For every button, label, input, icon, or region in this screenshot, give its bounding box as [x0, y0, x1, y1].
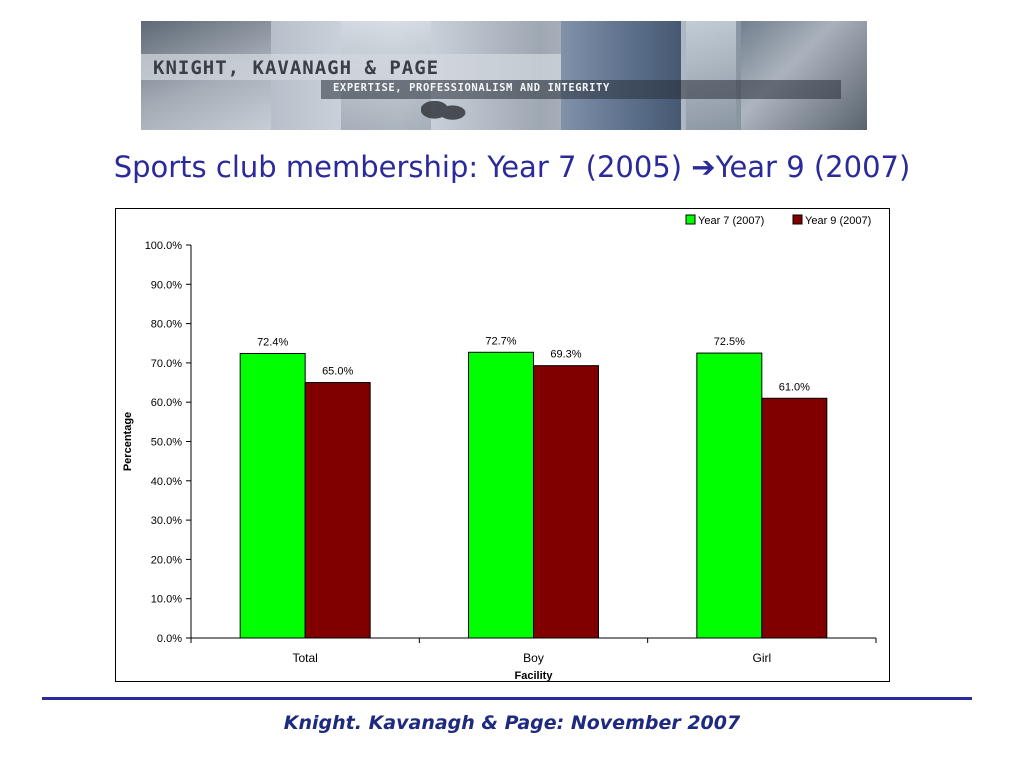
y-tick-label: 30.0% — [151, 515, 182, 527]
bar-year9-boy — [533, 365, 599, 639]
y-tick-label: 100.0% — [145, 240, 183, 252]
x-tick-label: Boy — [523, 651, 544, 665]
footer-divider — [42, 697, 972, 700]
y-tick-label: 0.0% — [157, 633, 182, 645]
bar-year9-total — [304, 382, 371, 639]
x-tick-label: Total — [292, 651, 317, 665]
slide-title: Sports club membership: Year 7 (2005) ➔Y… — [113, 150, 911, 184]
chart-frame: 0.0% 10.0% 20.0% 30.0% 40.0% 50.0% 60.0% 70.0% 8… — [115, 208, 890, 682]
y-tick-label: 40.0% — [151, 476, 182, 488]
bar-year7-boy — [468, 351, 534, 639]
y-tick-label: 50.0% — [151, 437, 182, 449]
legend-label: Year 9 (2007) — [805, 215, 871, 227]
y-tick-label: 60.0% — [151, 397, 182, 409]
data-label: 65.0% — [322, 366, 353, 378]
y-tick-label: 10.0% — [151, 594, 182, 606]
y-axis-title: Percentage — [122, 412, 134, 471]
y-tick-label: 80.0% — [151, 319, 182, 331]
legend-swatch-year7 — [685, 214, 696, 225]
banner-tagline: EXPERTISE, PROFESSIONALISM AND INTEGRITY — [333, 82, 610, 94]
data-label: 69.3% — [550, 349, 581, 361]
bar-year7-total — [239, 352, 306, 639]
y-tick-label: 20.0% — [151, 554, 182, 566]
data-label: 72.4% — [257, 336, 288, 348]
x-axis-title: Facility — [515, 670, 554, 682]
data-label: 72.5% — [714, 336, 745, 348]
x-tick-label: Girl — [752, 651, 771, 665]
legend-label: Year 7 (2007) — [698, 215, 764, 227]
data-label: 61.0% — [779, 381, 810, 393]
y-tick-label: 90.0% — [151, 279, 182, 291]
banner-brand: KNIGHT, KAVANAGH & PAGE — [153, 57, 440, 79]
data-label: 72.7% — [485, 335, 516, 347]
bar-chart: 0.0% 10.0% 20.0% 30.0% 40.0% 50.0% 60.0% 70.0% 8… — [122, 214, 877, 682]
y-tick-label: 70.0% — [151, 358, 182, 370]
bar-year9-girl — [761, 397, 828, 639]
legend-swatch-year9 — [792, 214, 803, 225]
bar-year7-girl — [696, 352, 763, 639]
footer-text: Knight. Kavanagh & Page: November 2007 — [283, 712, 741, 734]
header-banner: KNIGHT, KAVANAGH & PAGE EXPERTISE, PROFE… — [141, 21, 867, 130]
